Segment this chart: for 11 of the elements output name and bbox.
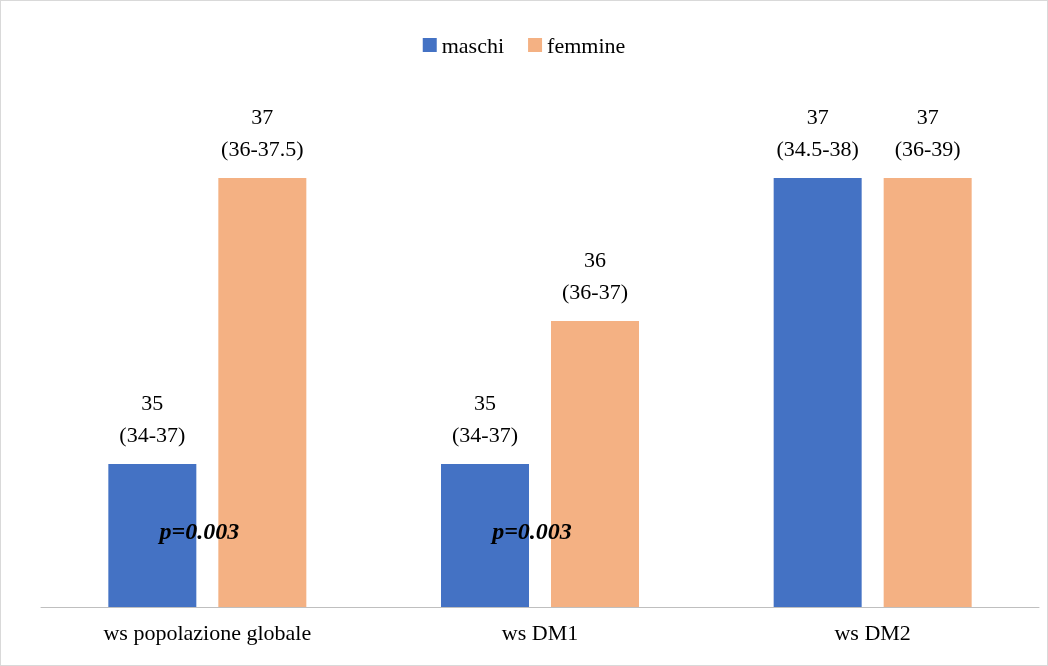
data-label: 37 (36-37.5) [221,103,304,161]
x-tick-label: ws popolazione globale [103,619,312,645]
data-label: 37 (34.5-38) [776,103,859,161]
data-label: 37 (36-39) [894,103,961,161]
data-label: 36 (36-37) [562,246,628,304]
legend-label: femmine [547,32,626,58]
x-tick-label: ws DM1 [501,619,579,645]
legend-label: maschi [441,32,505,58]
x-tick-label: ws DM2 [834,619,911,645]
data-label: 35 (34-37) [119,389,186,447]
data-label: 35 (34-37) [452,389,518,447]
